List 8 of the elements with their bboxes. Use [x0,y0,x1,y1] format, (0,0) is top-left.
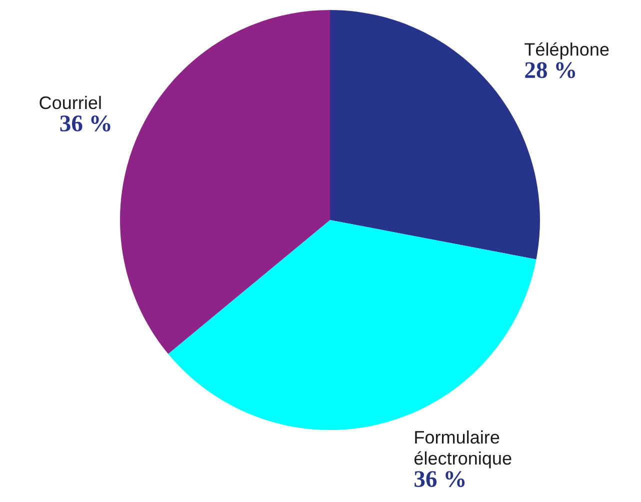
data-label: 36 % [414,471,465,488]
slice-label: Courriel [40,96,101,110]
slice-label: Formulaire électronique [414,430,512,468]
slice-label: Téléphone [524,42,609,60]
pie-slice [168,220,536,430]
data-label: 28 % [525,62,576,78]
pie-slice [120,10,330,354]
data-label: 36 % [60,115,110,132]
